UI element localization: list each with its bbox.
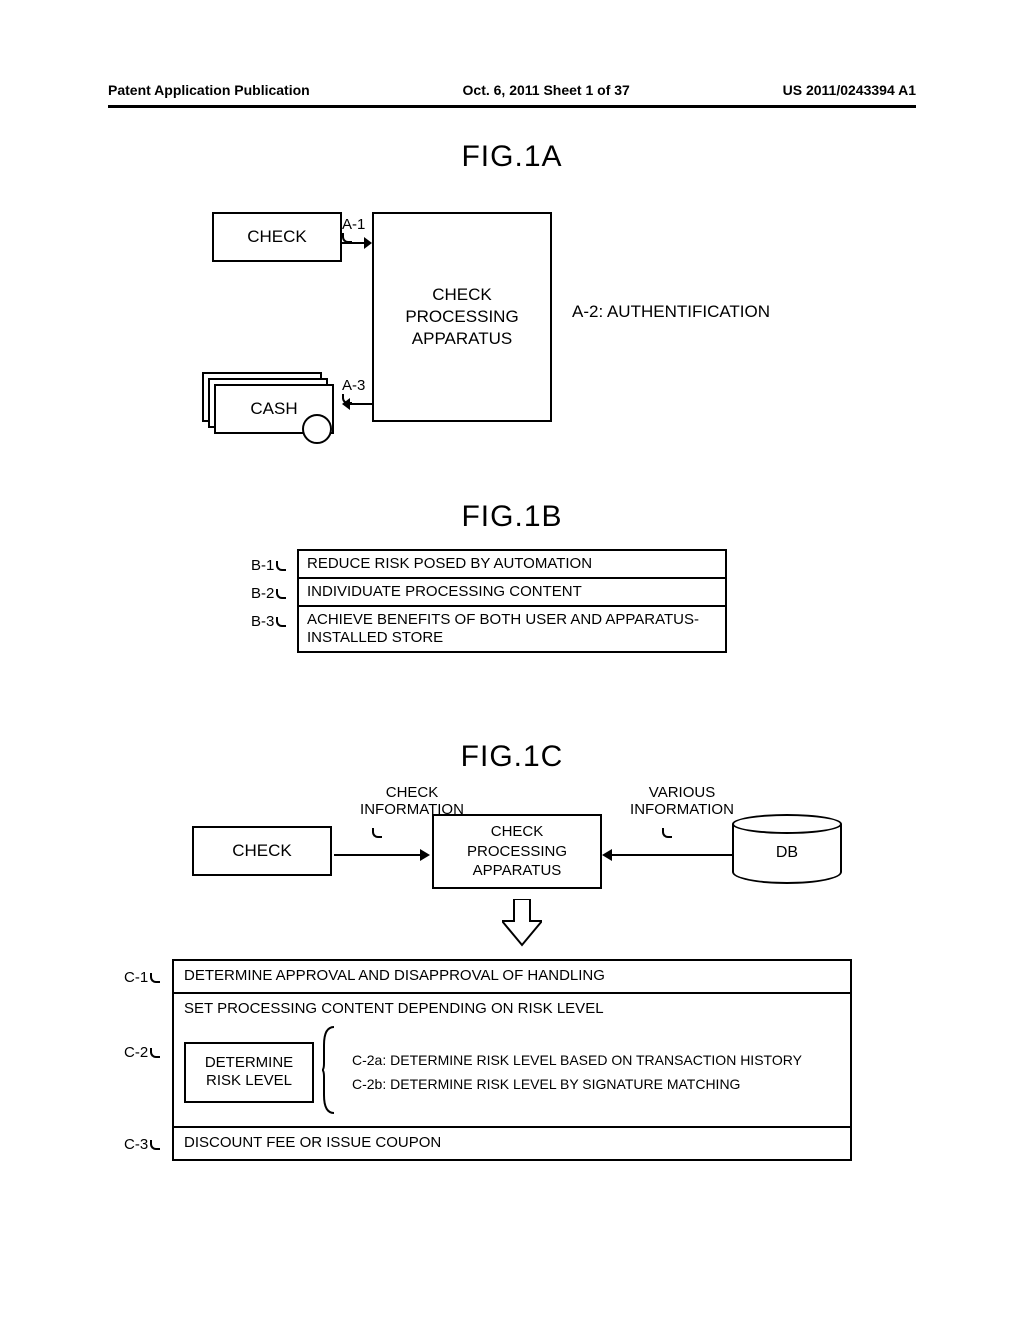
arrow-check-to-cpa-icon bbox=[334, 848, 430, 867]
fig1c-top: CHECK INFORMATION VARIOUS INFORMATION CH… bbox=[152, 784, 872, 924]
c3-text: DISCOUNT FEE OR ISSUE COUPON bbox=[184, 1134, 441, 1151]
fig1b-table: B-1 REDUCE RISK POSED BY AUTOMATION B-2 … bbox=[297, 549, 727, 653]
hook-icon bbox=[372, 828, 382, 838]
fig1c-row-c3: C-3 DISCOUNT FEE OR ISSUE COUPON bbox=[174, 1126, 850, 1159]
determine-risk-level-box: DETERMINE RISK LEVEL bbox=[184, 1042, 314, 1104]
c2a-text: C-2a: DETERMINE RISK LEVEL BASED ON TRAN… bbox=[352, 1051, 802, 1069]
row-label-c2: C-2 bbox=[124, 1044, 160, 1063]
c1-text: DETERMINE APPROVAL AND DISAPPROVAL OF HA… bbox=[184, 967, 605, 984]
row-label-c3: C-3 bbox=[124, 1136, 160, 1155]
header-rule bbox=[108, 105, 916, 108]
bracket-icon bbox=[322, 1025, 336, 1121]
check-processing-apparatus-box: CHECK PROCESSING APPARATUS bbox=[372, 212, 552, 422]
fig1b-row: B-3 ACHIEVE BENEFITS OF BOTH USER AND AP… bbox=[299, 605, 725, 651]
fig1c-title: FIG.1C bbox=[0, 740, 1024, 774]
c1-id: C-1 bbox=[124, 969, 148, 986]
header-center: Oct. 6, 2011 Sheet 1 of 37 bbox=[463, 82, 630, 98]
row-label-b1: B-1 bbox=[251, 557, 286, 575]
hook-icon bbox=[150, 1048, 160, 1058]
b1-id: B-1 bbox=[251, 557, 274, 574]
check-processing-apparatus-box: CHECK PROCESSING APPARATUS bbox=[432, 814, 602, 889]
various-information-label: VARIOUS INFORMATION bbox=[622, 784, 742, 819]
hook-icon bbox=[150, 973, 160, 983]
fig1a-title: FIG.1A bbox=[0, 140, 1024, 174]
header-left: Patent Application Publication bbox=[108, 82, 310, 98]
figure-1b: FIG.1B B-1 REDUCE RISK POSED BY AUTOMATI… bbox=[0, 500, 1024, 653]
check-box: CHECK bbox=[212, 212, 342, 262]
b2-id: B-2 bbox=[251, 585, 274, 602]
hook-icon bbox=[150, 1140, 160, 1150]
hook-icon bbox=[276, 561, 286, 571]
hook-icon bbox=[662, 828, 672, 838]
header-right: US 2011/0243394 A1 bbox=[783, 82, 916, 98]
fig1c-row-c1: C-1 DETERMINE APPROVAL AND DISAPPROVAL O… bbox=[174, 961, 850, 992]
a3-text: A-3 bbox=[342, 377, 365, 394]
b2-text: INDIVIDUATE PROCESSING CONTENT bbox=[307, 583, 582, 600]
cpa-label: CHECK PROCESSING APPARATUS bbox=[405, 284, 518, 350]
a1-text: A-1 bbox=[342, 216, 365, 233]
b1-text: REDUCE RISK POSED BY AUTOMATION bbox=[307, 555, 592, 572]
cash-stack: CASH bbox=[202, 372, 342, 432]
c2-box-label: DETERMINE RISK LEVEL bbox=[205, 1054, 293, 1090]
db-label: DB bbox=[776, 844, 798, 862]
hook-icon bbox=[276, 589, 286, 599]
fig1b-row: B-2 INDIVIDUATE PROCESSING CONTENT bbox=[299, 577, 725, 605]
page-header: Patent Application Publication Oct. 6, 2… bbox=[108, 82, 916, 98]
c3-id: C-3 bbox=[124, 1136, 148, 1153]
figure-1c: FIG.1C CHECK INFORMATION VARIOUS INFORMA… bbox=[0, 740, 1024, 1161]
arrow-a3-icon bbox=[342, 397, 372, 416]
check-label: CHECK bbox=[232, 841, 292, 861]
row-label-b3: B-3 bbox=[251, 613, 286, 631]
c2-subitems: C-2a: DETERMINE RISK LEVEL BASED ON TRAN… bbox=[344, 1045, 802, 1099]
big-down-arrow-icon bbox=[502, 899, 542, 947]
fig1c-row-c2: C-2 SET PROCESSING CONTENT DEPENDING ON … bbox=[174, 992, 850, 1127]
c2-inner: DETERMINE RISK LEVEL C-2a: DETERMINE RIS… bbox=[184, 1025, 840, 1121]
cash-coin bbox=[302, 414, 332, 444]
arrow-db-to-cpa-icon bbox=[602, 848, 732, 867]
hook-icon bbox=[276, 617, 286, 627]
c2-id: C-2 bbox=[124, 1044, 148, 1061]
fig1b-title: FIG.1B bbox=[0, 500, 1024, 534]
c2-header: SET PROCESSING CONTENT DEPENDING ON RISK… bbox=[184, 1000, 840, 1019]
b3-id: B-3 bbox=[251, 613, 274, 630]
cpa-label: CHECK PROCESSING APPARATUS bbox=[467, 822, 567, 881]
fig1a-body: CHECK CHECK PROCESSING APPARATUS CASH A-… bbox=[152, 202, 872, 502]
arrow-a1-icon bbox=[342, 236, 372, 255]
cash-label: CASH bbox=[250, 399, 297, 419]
fig1c-bottom-table: C-1 DETERMINE APPROVAL AND DISAPPROVAL O… bbox=[172, 959, 852, 1161]
row-label-c1: C-1 bbox=[124, 969, 160, 988]
database-cylinder: DB bbox=[732, 814, 842, 889]
b3-text: ACHIEVE BENEFITS OF BOTH USER AND APPARA… bbox=[307, 611, 699, 646]
check-label: CHECK bbox=[247, 227, 307, 247]
figure-1a: FIG.1A CHECK CHECK PROCESSING APPARATUS … bbox=[0, 140, 1024, 502]
check-box: CHECK bbox=[192, 826, 332, 876]
c2b-text: C-2b: DETERMINE RISK LEVEL BY SIGNATURE … bbox=[352, 1075, 802, 1093]
row-label-b2: B-2 bbox=[251, 585, 286, 603]
db-top bbox=[732, 814, 842, 834]
authentification-label: A-2: AUTHENTIFICATION bbox=[572, 302, 770, 322]
fig1b-row: B-1 REDUCE RISK POSED BY AUTOMATION bbox=[299, 551, 725, 577]
